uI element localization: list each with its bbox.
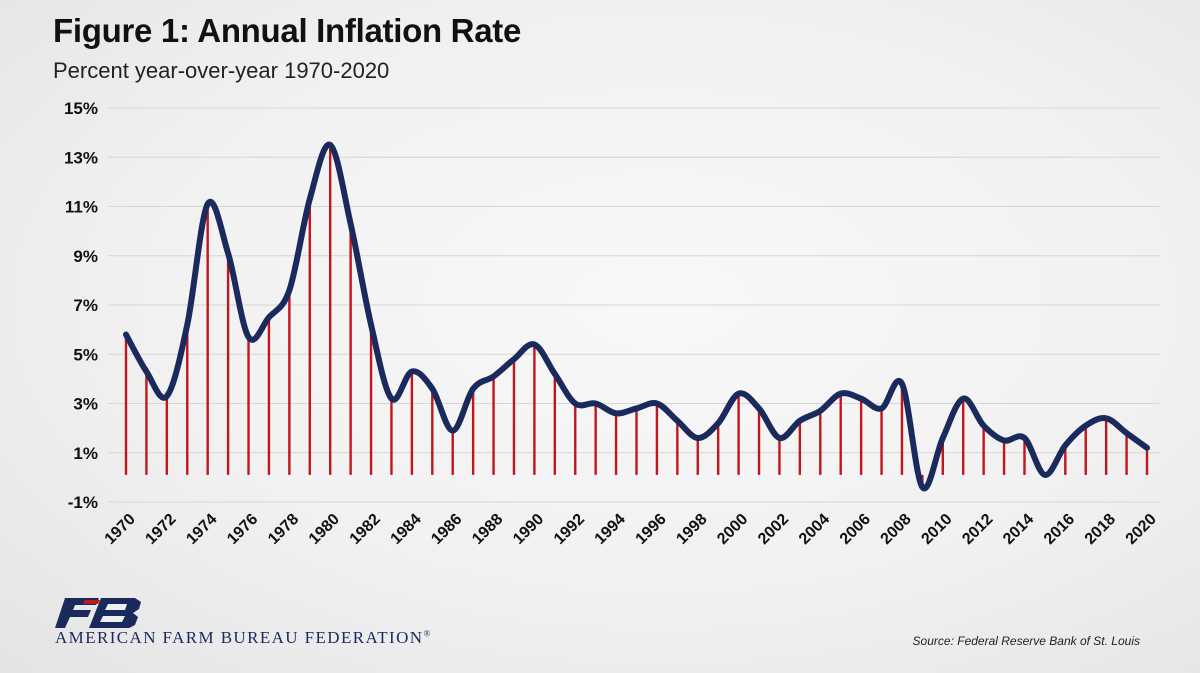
data-point-1971 <box>143 368 149 374</box>
data-point-2018 <box>1103 415 1109 421</box>
data-point-1991 <box>552 371 558 377</box>
data-point-1975 <box>225 250 231 256</box>
data-point-1990 <box>531 341 537 347</box>
data-point-2014 <box>1021 435 1027 441</box>
data-point-2020 <box>1144 445 1150 451</box>
data-point-1977 <box>266 314 272 320</box>
x-tick-label: 2004 <box>796 511 833 548</box>
y-tick-label: 13% <box>64 148 98 167</box>
x-axis-labels: 1970 1972 1974 1976 1978 1980 1982 1984 1986 1988… <box>102 511 1160 548</box>
data-point-2019 <box>1124 430 1130 436</box>
data-point-1988 <box>491 373 497 379</box>
source-note: Source: Federal Reserve Bank of St. Loui… <box>912 634 1140 648</box>
data-point-1976 <box>246 334 252 340</box>
chart-subtitle: Percent year-over-year 1970-2020 <box>53 58 390 83</box>
data-point-1987 <box>470 386 476 392</box>
data-point-2004 <box>817 408 823 414</box>
data-point-1997 <box>674 418 680 424</box>
series-line-layer <box>123 141 1150 492</box>
data-point-1970 <box>123 332 129 338</box>
gridlines <box>108 107 1160 503</box>
data-point-1974 <box>205 201 211 207</box>
data-point-2016 <box>1062 442 1068 448</box>
data-point-1992 <box>572 401 578 406</box>
chart-title: Figure 1: Annual Inflation Rate <box>53 12 521 49</box>
x-tick-label: 1974 <box>183 511 220 548</box>
x-tick-label: 1982 <box>347 511 384 548</box>
data-point-1981 <box>348 221 354 227</box>
x-tick-label: 1970 <box>102 511 139 548</box>
y-tick-label: -1% <box>68 493 98 512</box>
data-point-1989 <box>511 356 517 362</box>
y-tick-label: 1% <box>73 444 98 463</box>
data-point-2005 <box>838 391 844 397</box>
data-point-1973 <box>184 322 190 328</box>
data-point-2011 <box>960 396 966 402</box>
data-point-1999 <box>715 420 721 426</box>
x-tick-label: 1978 <box>265 511 302 548</box>
data-point-2003 <box>797 418 803 424</box>
x-tick-label: 2006 <box>837 511 874 548</box>
data-point-1982 <box>368 322 374 328</box>
data-point-1984 <box>409 368 415 374</box>
data-point-2001 <box>756 405 762 411</box>
data-point-1978 <box>286 287 292 293</box>
x-tick-label: 1998 <box>673 511 710 548</box>
x-tick-label: 1992 <box>551 511 588 548</box>
x-tick-label: 1980 <box>306 511 343 548</box>
x-tick-label: 2014 <box>1000 511 1037 548</box>
x-tick-label: 1994 <box>592 511 629 548</box>
data-point-2009 <box>919 484 925 490</box>
data-point-2015 <box>1042 472 1048 478</box>
data-point-1985 <box>429 386 435 392</box>
x-tick-label: 2000 <box>714 511 751 548</box>
data-point-1979 <box>307 196 313 202</box>
data-point-1972 <box>164 393 170 399</box>
x-tick-label: 2010 <box>918 511 955 548</box>
data-point-2007 <box>879 405 885 411</box>
y-tick-label: 9% <box>73 247 98 266</box>
data-point-1996 <box>654 401 660 406</box>
x-tick-label: 2008 <box>878 511 915 548</box>
farm-bureau-logo: FB <box>55 598 141 628</box>
y-tick-label: 3% <box>73 395 98 414</box>
x-tick-label: 2016 <box>1041 511 1078 548</box>
drop-lines <box>124 144 1149 488</box>
data-point-1995 <box>634 405 639 411</box>
data-point-2017 <box>1083 423 1089 429</box>
data-point-2000 <box>736 391 742 397</box>
x-tick-label: 2002 <box>755 511 792 548</box>
x-tick-label: 2012 <box>959 511 996 548</box>
y-tick-label: 5% <box>73 345 98 364</box>
data-point-2012 <box>981 423 987 429</box>
y-tick-label: 11% <box>65 198 98 217</box>
organization-name: AMERICAN FARM BUREAU FEDERATION® <box>55 628 431 647</box>
inflation-chart: -1%1%3%5%7%9%11%13%15% 1970 1972 1974 1976 1… <box>64 99 1160 548</box>
x-tick-label: 1972 <box>142 511 179 548</box>
data-point-1983 <box>388 396 394 402</box>
data-point-2008 <box>899 381 905 387</box>
x-tick-label: 2018 <box>1082 511 1119 548</box>
data-point-1998 <box>695 435 701 441</box>
data-point-1994 <box>613 410 619 416</box>
data-point-2010 <box>940 435 946 441</box>
x-tick-label: 1984 <box>388 511 425 548</box>
x-tick-label: 1976 <box>224 511 261 548</box>
data-point-2013 <box>1001 437 1007 443</box>
y-axis-labels: -1% 1% 3% 5% 7% 9% 11% 13% 15% <box>64 99 98 512</box>
x-tick-label: 1986 <box>428 511 465 548</box>
x-tick-label: 1996 <box>633 511 670 548</box>
x-tick-label: 1988 <box>469 511 506 548</box>
data-point-2002 <box>776 435 782 441</box>
data-point-2006 <box>858 396 864 402</box>
data-point-1993 <box>593 401 599 406</box>
data-point-1986 <box>450 428 456 434</box>
x-tick-label: 1990 <box>510 511 547 548</box>
y-tick-label: 15% <box>64 99 98 118</box>
x-tick-label: 2020 <box>1123 511 1160 548</box>
data-point-1980 <box>327 142 333 148</box>
y-tick-label: 7% <box>73 296 98 315</box>
